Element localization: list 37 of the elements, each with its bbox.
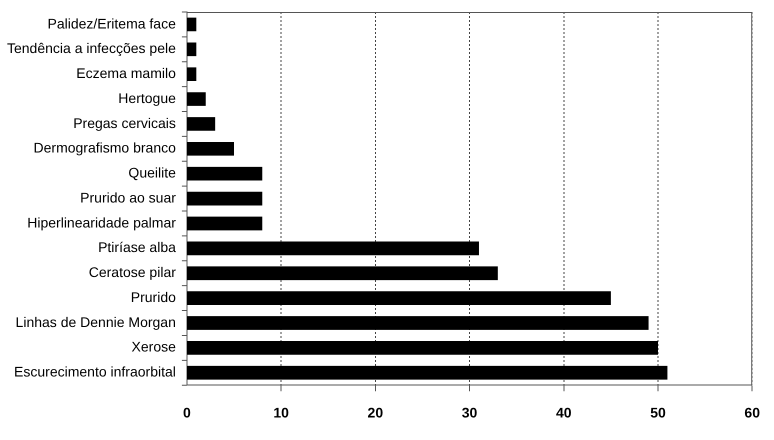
bar — [186, 166, 262, 181]
y-tick-label: Hertogue — [118, 90, 176, 106]
y-tick-label: Hiperlinearidade palmar — [27, 214, 176, 230]
bar — [186, 18, 196, 32]
bar — [186, 341, 658, 355]
bar — [186, 242, 479, 256]
bar — [186, 316, 649, 330]
x-tick-label: 40 — [556, 404, 572, 420]
x-tick-label: 10 — [273, 404, 290, 420]
y-tick-label: Xerose — [132, 338, 176, 355]
bar — [186, 266, 498, 280]
y-tick-label: Dermografismo branco — [34, 140, 176, 156]
bar — [186, 142, 234, 156]
x-tick-label: 50 — [650, 404, 666, 420]
y-tick-label: Ceratose pilar — [88, 264, 176, 280]
y-tick-label: Prurido — [130, 288, 176, 305]
x-tick-label: 0 — [182, 404, 191, 420]
x-tick-label: 60 — [744, 404, 760, 420]
bar — [186, 92, 206, 106]
bar — [186, 67, 196, 82]
y-tick-label: Prurido ao suar — [80, 189, 176, 206]
y-tick-label: Escurecimento infraorbital — [14, 364, 176, 380]
bar — [186, 192, 262, 206]
y-tick-label: Eczema mamilo — [76, 65, 176, 82]
y-tick-label: Tendência a infecções pele — [6, 40, 176, 56]
y-tick-label: Palidez/Eritema face — [47, 15, 176, 32]
bar — [186, 216, 262, 230]
bar — [186, 117, 216, 131]
y-tick-label: Linhas de Dennie Morgan — [16, 314, 176, 330]
y-tick-label: Pregas cervicais — [73, 114, 176, 131]
bar — [186, 366, 668, 380]
x-tick-label: 20 — [368, 404, 384, 420]
bar — [186, 291, 611, 305]
y-tick-label: Ptiríase alba — [98, 239, 176, 256]
y-tick-label: Queilite — [128, 164, 176, 181]
x-tick-label: 30 — [462, 404, 478, 420]
bar — [186, 42, 196, 56]
